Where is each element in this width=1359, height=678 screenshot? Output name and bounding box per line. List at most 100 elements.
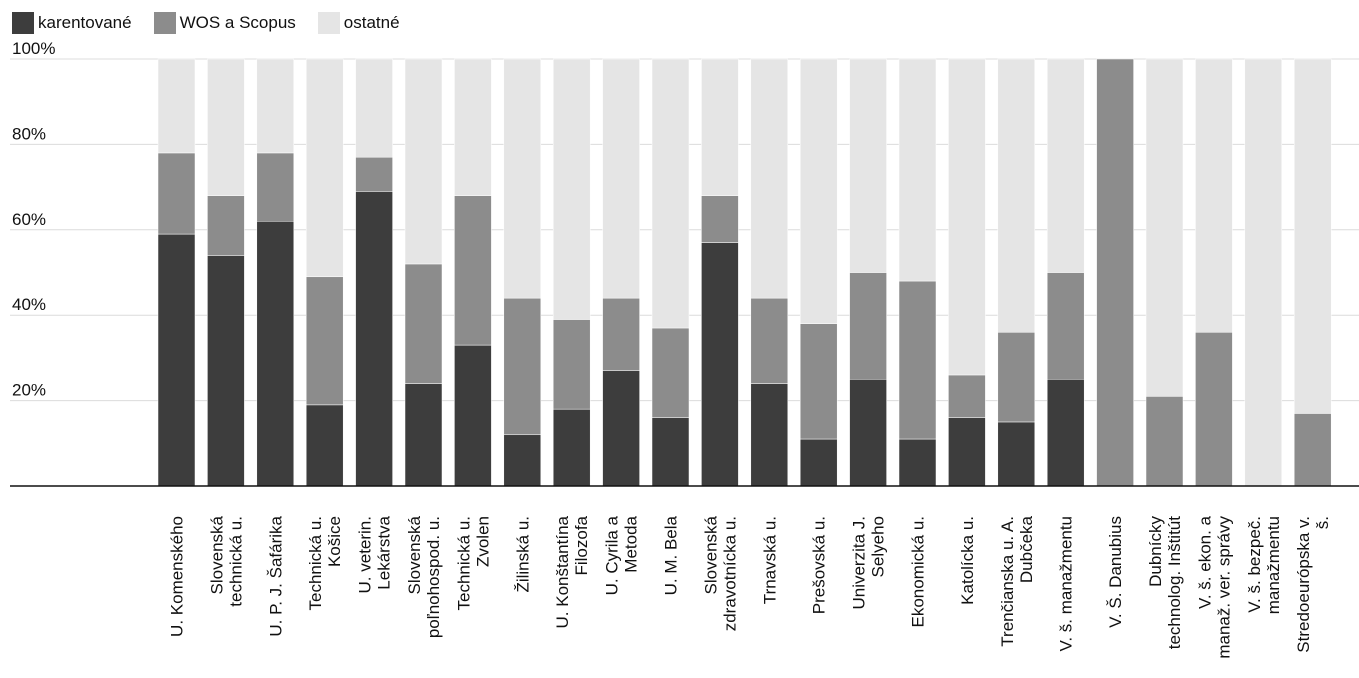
bar-segment bbox=[602, 370, 640, 487]
bar-segment bbox=[157, 233, 196, 487]
x-tick-label-line: Slovenská bbox=[405, 515, 424, 594]
bar-segment bbox=[1244, 58, 1283, 487]
x-tick-label: V. š. ekon. amanaž. ver. správy bbox=[1195, 515, 1233, 658]
bar-segment bbox=[849, 272, 887, 380]
x-tick-label: Slovenskázdravotnícka u. bbox=[701, 515, 739, 631]
bar-segment bbox=[1096, 58, 1134, 487]
x-tick-label-text: U. Cyrila aMetoda bbox=[603, 515, 641, 595]
x-tick-label-line: U. P. J. Šafárika bbox=[266, 515, 285, 636]
x-tick-label-text: V. Š. Danubius bbox=[1106, 516, 1125, 628]
y-tick-label: 40% bbox=[12, 295, 46, 314]
x-tick-label-line: manaž. ver. správy bbox=[1214, 516, 1233, 659]
bar-segment bbox=[1046, 379, 1085, 487]
x-tick-label: U. M. Bela bbox=[662, 515, 681, 595]
x-tick-label-line: V. š. ekon. a bbox=[1195, 515, 1214, 608]
bar-segment bbox=[454, 195, 492, 346]
bar-segment bbox=[1293, 58, 1332, 414]
bar-segment bbox=[701, 242, 739, 487]
x-tick-label-line: Technická u. bbox=[454, 516, 473, 611]
x-tick-label-line: zdravotnícka u. bbox=[720, 516, 739, 631]
bar-segment bbox=[207, 255, 245, 487]
legend-swatch-wos-scopus bbox=[153, 12, 176, 34]
x-tick-label-line: manažmentu bbox=[1264, 516, 1283, 614]
bar-segment bbox=[404, 58, 443, 265]
x-tick-label-text: V. š. bezpeč.manažmentu bbox=[1245, 516, 1283, 614]
bar-segment bbox=[948, 58, 986, 376]
legend-label-wos-scopus: WOS a Scopus bbox=[179, 13, 296, 32]
bar-segment bbox=[1293, 413, 1332, 487]
x-tick-label-text: Katolícka u. bbox=[958, 516, 977, 605]
bar-segment bbox=[997, 332, 1036, 423]
bar-segment bbox=[207, 195, 245, 256]
x-tick-label-line: U. M. Bela bbox=[662, 515, 681, 595]
x-tick-label: Slovenskápoľnohospod. u. bbox=[405, 515, 443, 638]
bar-segment bbox=[355, 156, 393, 192]
bar-segment bbox=[651, 417, 690, 487]
x-tick-label: Dubníckytechnolog. Inštitút bbox=[1146, 516, 1184, 650]
bar-segment bbox=[355, 191, 393, 487]
bar-segment bbox=[355, 58, 393, 158]
x-tick-label-text: Stredoeurópska v.š. bbox=[1294, 516, 1332, 653]
x-tick-label-line: Slovenská bbox=[207, 515, 226, 594]
legend-item-wos-scopus[interactable]: WOS a Scopus bbox=[153, 12, 296, 34]
legend-swatch-karentovane bbox=[12, 12, 34, 34]
x-tick-label-line: poľnohospod. u. bbox=[424, 516, 443, 638]
x-tick-label-text: Ekonomická u. bbox=[909, 516, 928, 628]
x-tick-label-text: Slovenskázdravotnícka u. bbox=[701, 515, 739, 631]
bar-segment bbox=[256, 221, 295, 487]
x-tick-label-line: Prešovská u. bbox=[810, 516, 829, 614]
bar-segment bbox=[849, 379, 887, 487]
bar-segment bbox=[849, 58, 887, 273]
bar-segment bbox=[404, 383, 443, 487]
bar-segment bbox=[701, 195, 739, 243]
bar-segment bbox=[157, 58, 196, 154]
x-tick-label-text: Prešovská u. bbox=[810, 516, 829, 614]
x-tick-label-text: U. KonštantínaFilozofa bbox=[553, 515, 591, 628]
bar-segment bbox=[157, 152, 196, 235]
x-tick-label-text: Trenčianska u. A.Dubčeka bbox=[998, 515, 1036, 646]
bar-segment bbox=[552, 319, 591, 410]
legend: karentované WOS a Scopus ostatné bbox=[12, 12, 422, 34]
bar-segment bbox=[305, 276, 344, 406]
bar-segment bbox=[503, 58, 542, 299]
x-tick-label-text: Žilinská u. bbox=[513, 516, 532, 593]
legend-item-karentovane[interactable]: karentované bbox=[12, 12, 132, 34]
x-tick-label: Trnavská u. bbox=[760, 516, 779, 604]
x-tick-label: U. P. J. Šafárika bbox=[266, 515, 285, 636]
x-tick-label-text: Dubníckytechnolog. Inštitút bbox=[1146, 516, 1184, 650]
y-tick-label: 100% bbox=[12, 39, 55, 58]
x-tick-label: Trenčianska u. A.Dubčeka bbox=[998, 515, 1036, 646]
x-tick-label-line: Selyeho bbox=[869, 516, 888, 577]
x-tick-label-line: Stredoeurópska v. bbox=[1294, 516, 1313, 653]
bar-segment bbox=[1046, 272, 1085, 380]
bar-segment bbox=[948, 374, 986, 418]
x-tick-label: V. Š. Danubius bbox=[1106, 516, 1125, 628]
x-tick-label-text: Technická u.Košice bbox=[306, 516, 344, 611]
x-tick-label-line: Univerzita J. bbox=[850, 516, 869, 610]
x-tick-label-line: Žilinská u. bbox=[513, 516, 532, 593]
legend-item-ostatne[interactable]: ostatné bbox=[317, 12, 400, 34]
x-tick-label-line: Košice bbox=[325, 516, 344, 567]
bar-segment bbox=[207, 58, 245, 196]
x-tick-label: Katolícka u. bbox=[958, 516, 977, 605]
bar-segment bbox=[454, 344, 492, 487]
x-tick-label-line: Technická u. bbox=[306, 516, 325, 611]
x-tick-label-line: Filozofa bbox=[572, 515, 591, 575]
x-tick-label-line: Lekárstva bbox=[375, 515, 394, 589]
x-tick-label-line: technická u. bbox=[226, 516, 245, 607]
x-tick-label-line: Metoda bbox=[622, 515, 641, 572]
bar-segment bbox=[799, 58, 838, 324]
legend-label-ostatne: ostatné bbox=[343, 13, 400, 32]
x-tick-label: U. veterin.Lekárstva bbox=[356, 515, 394, 593]
bar-segment bbox=[1046, 58, 1085, 273]
bar-segment bbox=[1145, 396, 1184, 487]
x-tick-label-line: Dubčeka bbox=[1017, 515, 1036, 583]
bar-segment bbox=[997, 58, 1036, 333]
bar-segment bbox=[503, 434, 542, 487]
x-tick-label-line: V. Š. Danubius bbox=[1106, 516, 1125, 628]
x-tick-label: V. š. manažmentu bbox=[1057, 516, 1076, 651]
bar-segment bbox=[997, 421, 1036, 487]
x-tick-label-text: V. š. manažmentu bbox=[1057, 516, 1076, 651]
x-tick-label-line: Dubnícky bbox=[1146, 516, 1165, 587]
bar-segment bbox=[651, 58, 690, 329]
